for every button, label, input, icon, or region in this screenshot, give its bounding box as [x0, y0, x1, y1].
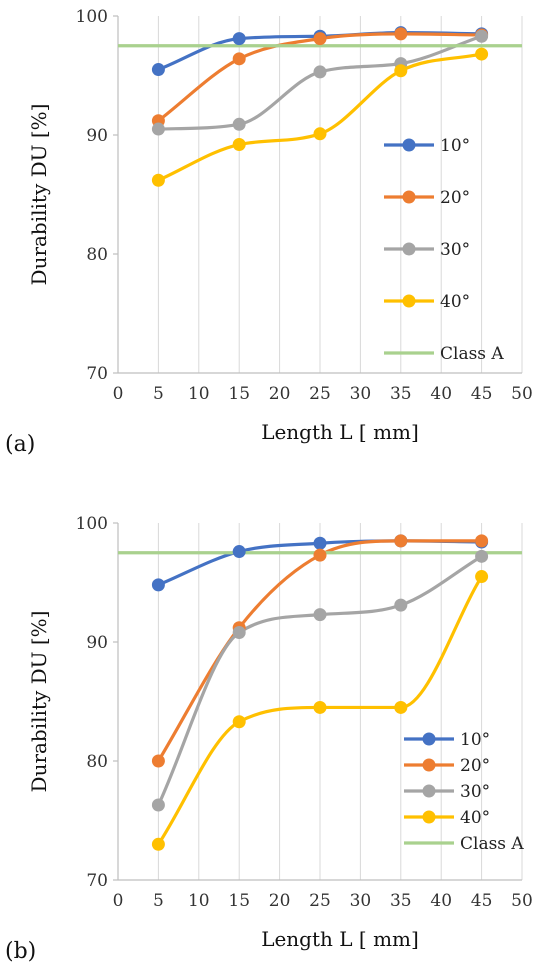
chart1-x-tick-label: 40	[430, 891, 452, 911]
chart0-legend-label-2: 30°	[440, 240, 470, 260]
chart1-legend-marker-3	[422, 810, 436, 824]
chart1-legend-label-3: 40°	[460, 808, 490, 828]
chart0-x-tick-label: 10	[188, 384, 210, 404]
chart0-series-1-point	[394, 27, 408, 41]
chart0-series-2-point	[151, 122, 165, 136]
chart0-series-2-point	[232, 117, 246, 131]
chart0-x-tick-label: 50	[511, 384, 533, 404]
chart0-legend-marker-1	[402, 190, 416, 204]
chart0-series-1-point	[313, 32, 327, 46]
chart1-series-1-point	[475, 534, 489, 548]
chart0-series-3-point	[394, 64, 408, 78]
chart0-x-tick-label: 25	[309, 384, 331, 404]
chart0-panel-label: (a)	[5, 432, 35, 457]
chart0-series-3-point	[475, 47, 489, 61]
chart1-series-0-point	[313, 536, 327, 550]
chart1-series-1-point	[151, 754, 165, 768]
chart1-legend-marker-2	[422, 784, 436, 798]
chart0-x-tick-label: 40	[430, 384, 452, 404]
chart0-y-tick-label: 70	[86, 364, 108, 384]
chart1-x-tick-label: 5	[153, 891, 164, 911]
chart1-y-tick-label: 70	[86, 871, 108, 891]
chart1-series-line-2	[156, 554, 484, 807]
chart1-x-tick-label: 25	[309, 891, 331, 911]
chart1-legend-marker-0	[422, 732, 436, 746]
chart-a-svg: 70 80 90 100 0 5 10 15 20 25 30 35 40 45 50 Length L [ …	[5, 7, 533, 457]
chart1-y-tick-label: 90	[86, 633, 108, 653]
chart-panel-b: 70 80 90 100 0 5 10 15 20 25 30 35 40 45 50 Length L [ …	[0, 486, 550, 972]
chart1-series-3-point	[232, 715, 246, 729]
chart1-series-3-point	[151, 837, 165, 851]
chart1-series-2-point	[151, 798, 165, 812]
chart1-series-2-point	[475, 549, 489, 563]
chart1-legend-label-1: 20°	[460, 756, 490, 776]
chart0-x-tick-label: 0	[113, 384, 124, 404]
chart1-series-2-point	[394, 598, 408, 612]
chart0-legend-label-1: 20°	[440, 188, 470, 208]
chart1-x-axis-title: Length L [ mm]	[261, 927, 419, 951]
chart-b-svg: 70 80 90 100 0 5 10 15 20 25 30 35 40 45 50 Length L [ …	[5, 514, 533, 964]
chart1-x-tick-label: 50	[511, 891, 533, 911]
chart1-y-tick-label: 100	[76, 514, 108, 534]
chart0-y-axis-title: Durability DU [%]	[27, 104, 51, 286]
chart0-legend-marker-2	[402, 242, 416, 256]
chart0-legend-marker-0	[402, 138, 416, 152]
chart1-series-3-point	[394, 700, 408, 714]
chart1-x-tick-label: 10	[188, 891, 210, 911]
chart1-x-tick-label: 30	[350, 891, 372, 911]
chart1-series-0-point	[232, 545, 246, 559]
chart0-series-3-point	[232, 138, 246, 152]
chart0-legend-label-0: 10°	[440, 136, 470, 156]
chart1-x-tick-label: 20	[269, 891, 291, 911]
chart1-series-3-point	[313, 700, 327, 714]
chart0-x-tick-label: 35	[390, 384, 412, 404]
chart1-series-1-point	[313, 548, 327, 562]
chart1-legend-label-4: Class A	[460, 834, 524, 854]
chart1-series-3-point	[475, 570, 489, 584]
chart-panel-a: 70 80 90 100 0 5 10 15 20 25 30 35 40 45 50 Length L [ …	[0, 0, 550, 486]
chart0-y-tick-label: 100	[76, 7, 108, 27]
chart0-y-tick-label: 80	[86, 245, 108, 265]
chart1-x-tick-label: 15	[228, 891, 250, 911]
chart1-x-tick-label: 0	[113, 891, 124, 911]
chart0-series-2-point	[475, 29, 489, 43]
chart1-series-0-point	[151, 578, 165, 592]
chart0-legend-label-4: Class A	[440, 344, 504, 364]
chart1-series-2-point	[232, 625, 246, 639]
chart1-y-tick-label: 80	[86, 752, 108, 772]
chart0-x-tick-label: 15	[228, 384, 250, 404]
chart1-series-1-point	[394, 534, 408, 548]
chart0-series-0-point	[151, 63, 165, 77]
chart1-legend-label-2: 30°	[460, 782, 490, 802]
chart0-series-3-point	[313, 127, 327, 141]
chart1-legend-label-0: 10°	[460, 730, 490, 750]
chart1-legend-marker-1	[422, 758, 436, 772]
chart0-x-tick-label: 20	[269, 384, 291, 404]
chart1-panel-label: (b)	[5, 939, 36, 964]
chart0-x-tick-label: 30	[350, 384, 372, 404]
chart0-x-axis-title: Length L [ mm]	[261, 420, 419, 444]
chart0-legend-label-3: 40°	[440, 292, 470, 312]
chart1-series-line-1	[156, 539, 484, 763]
chart0-x-tick-label: 45	[471, 384, 493, 404]
chart0-series-2-point	[313, 65, 327, 79]
chart0-series-3-point	[151, 173, 165, 187]
chart1-y-axis-title: Durability DU [%]	[27, 611, 51, 793]
chart1-x-tick-label: 35	[390, 891, 412, 911]
chart0-series-1-point	[232, 52, 246, 66]
chart0-x-tick-label: 5	[153, 384, 164, 404]
chart0-y-tick-label: 90	[86, 126, 108, 146]
chart0-legend-marker-3	[402, 294, 416, 308]
chart0-series-0-point	[232, 32, 246, 46]
chart1-series-2-point	[313, 608, 327, 622]
chart1-x-tick-label: 45	[471, 891, 493, 911]
